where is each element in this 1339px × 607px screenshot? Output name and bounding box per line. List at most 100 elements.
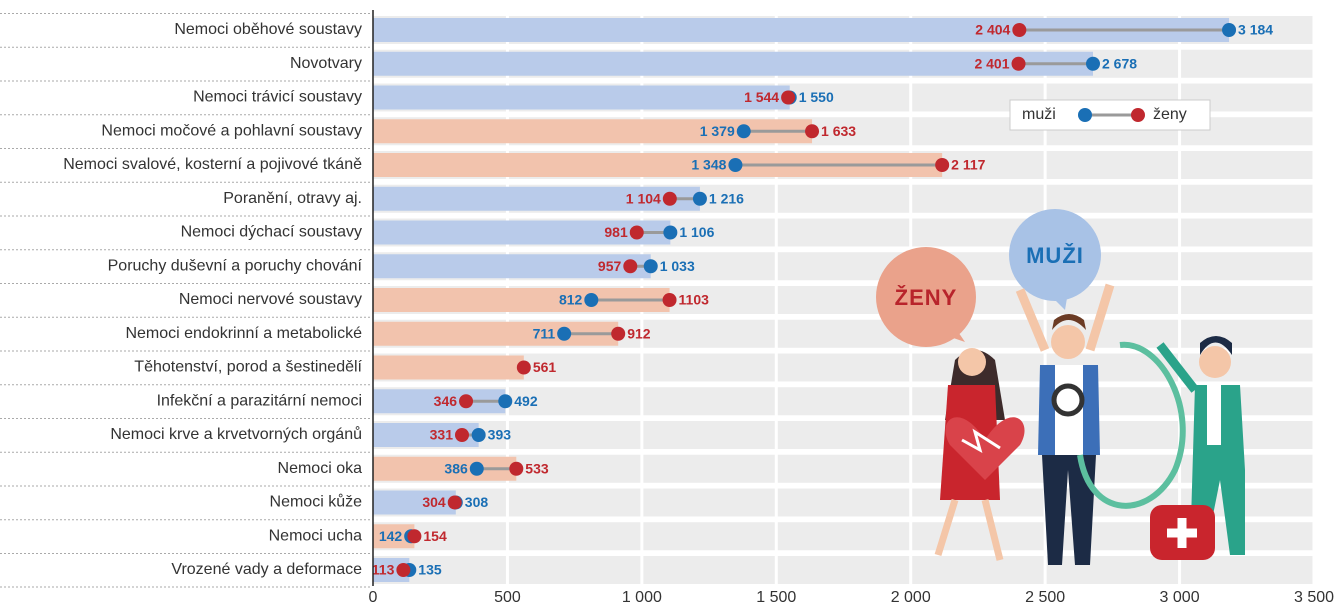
dot bbox=[611, 326, 626, 341]
dot bbox=[447, 495, 462, 510]
value-label: 142 bbox=[379, 528, 403, 544]
row-band bbox=[373, 421, 1314, 449]
dot bbox=[407, 529, 422, 544]
value-label: 1 379 bbox=[700, 123, 735, 139]
bar bbox=[373, 85, 790, 110]
value-label: 2 404 bbox=[975, 22, 1010, 38]
value-label: 154 bbox=[423, 528, 447, 544]
dot bbox=[663, 225, 678, 240]
value-label: 1 633 bbox=[821, 123, 856, 139]
value-label: 1 106 bbox=[679, 224, 714, 240]
speech-bubble bbox=[1009, 209, 1101, 301]
coat bbox=[1207, 385, 1221, 445]
bar bbox=[373, 355, 524, 380]
category-label: Vrozené vady a deformace bbox=[171, 561, 362, 578]
category-label: Infekční a parazitární nemoci bbox=[157, 392, 362, 409]
bar bbox=[373, 254, 651, 279]
category-label: Poranění, otravy aj. bbox=[223, 190, 362, 207]
bubble-label: ŽENY bbox=[895, 285, 958, 310]
value-label: 308 bbox=[465, 494, 489, 510]
dot bbox=[1012, 23, 1027, 37]
hair bbox=[1052, 314, 1086, 330]
value-label: 492 bbox=[514, 393, 538, 409]
value-label: 912 bbox=[627, 325, 651, 341]
category-label: Nemoci močové a pohlavní soustavy bbox=[101, 122, 362, 139]
heart bbox=[945, 417, 1025, 480]
category-label: Nemoci dýchací soustavy bbox=[181, 224, 362, 241]
value-label: 1 033 bbox=[660, 258, 695, 274]
bar bbox=[373, 186, 700, 211]
dot bbox=[692, 191, 707, 206]
value-label: 386 bbox=[444, 460, 468, 476]
category-label: Nemoci oběhové soustavy bbox=[174, 21, 362, 38]
stethoscope-tube bbox=[1077, 341, 1186, 509]
x-tick-label: 2 000 bbox=[891, 589, 931, 606]
x-tick-label: 500 bbox=[494, 589, 521, 606]
dot bbox=[643, 259, 658, 274]
value-label: 1103 bbox=[679, 292, 710, 308]
heart-line bbox=[961, 428, 1001, 454]
x-tick-label: 2 500 bbox=[1025, 589, 1065, 606]
value-label: 1 544 bbox=[744, 89, 779, 105]
value-label: 346 bbox=[434, 393, 458, 409]
value-label: 2 401 bbox=[974, 55, 1009, 71]
stethoscope bbox=[1051, 383, 1085, 417]
legend-label: muži bbox=[1022, 106, 1056, 123]
dot bbox=[509, 461, 524, 476]
row-band bbox=[373, 454, 1314, 483]
arms bbox=[1015, 283, 1115, 352]
cross bbox=[1167, 518, 1197, 548]
row-band bbox=[373, 387, 1314, 416]
x-tick-label: 3 500 bbox=[1294, 589, 1334, 606]
category-label: Nemoci krve a krvetvorných orgánů bbox=[110, 425, 362, 443]
value-label: 957 bbox=[598, 258, 622, 274]
dot bbox=[728, 158, 743, 172]
dot bbox=[736, 124, 751, 139]
value-label: 711 bbox=[533, 325, 556, 341]
category-label: Nemoci trávicí soustavy bbox=[193, 89, 362, 106]
legend-label: ženy bbox=[1153, 106, 1187, 123]
category-label: Nemoci ucha bbox=[269, 527, 362, 544]
dot bbox=[1085, 56, 1100, 71]
category-label: Novotvary bbox=[290, 55, 362, 72]
dot bbox=[805, 124, 820, 139]
dot bbox=[498, 394, 513, 409]
value-label: 533 bbox=[525, 460, 549, 476]
dot bbox=[935, 158, 950, 172]
value-label: 981 bbox=[604, 224, 628, 240]
bar bbox=[373, 490, 456, 515]
bar bbox=[373, 51, 1093, 76]
category-label: Poruchy duševní a poruchy chování bbox=[108, 257, 363, 274]
dot bbox=[1011, 56, 1026, 71]
hair bbox=[1200, 336, 1232, 355]
illustration: ŽENY MUŽI bbox=[876, 209, 1245, 565]
dot bbox=[623, 259, 638, 274]
dot bbox=[459, 394, 474, 409]
head bbox=[1199, 346, 1231, 378]
legend-swatch bbox=[1078, 108, 1092, 122]
value-label: 812 bbox=[559, 292, 583, 308]
x-tick-label: 1 000 bbox=[622, 589, 662, 606]
category-label: Nemoci svalové, kosterní a pojivové tkán… bbox=[63, 156, 362, 173]
category-label: Těhotenství, porod a šestinedělí bbox=[134, 359, 362, 376]
row-band bbox=[373, 556, 1314, 584]
value-label: 2 678 bbox=[1102, 55, 1137, 71]
dot bbox=[396, 563, 411, 577]
category-label: Nemoci oka bbox=[278, 460, 363, 477]
value-label: 113 bbox=[372, 562, 395, 578]
x-tick-label: 0 bbox=[369, 589, 378, 606]
dot bbox=[662, 293, 677, 307]
dot bbox=[662, 191, 677, 206]
value-label: 561 bbox=[533, 359, 557, 375]
value-label: 1 348 bbox=[691, 157, 726, 173]
value-label: 3 184 bbox=[1238, 22, 1273, 38]
dot bbox=[516, 360, 531, 375]
dot bbox=[471, 428, 486, 442]
value-label: 1 216 bbox=[709, 190, 744, 206]
value-label: 1 104 bbox=[626, 190, 661, 206]
category-label: Nemoci endokrinní a metabolické bbox=[125, 325, 362, 342]
value-label: 393 bbox=[488, 427, 512, 443]
arm bbox=[1156, 342, 1199, 393]
value-label: 331 bbox=[430, 427, 454, 443]
